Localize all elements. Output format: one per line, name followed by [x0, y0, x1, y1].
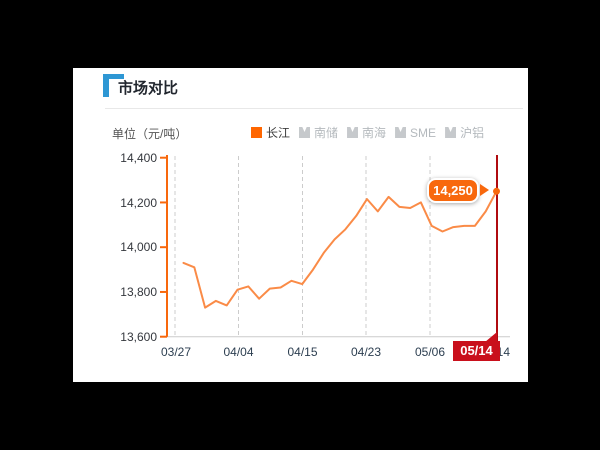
chart-legend: 长江 南储 南海 SME 沪铝 — [251, 124, 484, 141]
price-line — [182, 190, 498, 309]
x-axis-label: 04/04 — [223, 345, 254, 359]
legend-label: SME — [410, 125, 437, 140]
legend-inactive-swatch-icon — [299, 127, 311, 138]
price-chart[interactable]: 14,400 14,200 14,000 13,800 13,600 03/27… — [73, 68, 528, 382]
legend-label: 南储 — [314, 126, 339, 140]
legend-item-sme[interactable]: SME — [395, 126, 436, 140]
y-axis-label: 13,800 — [120, 285, 157, 299]
header-divider — [105, 108, 523, 109]
badge-pointer-icon — [485, 332, 497, 342]
unit-label: 单位（元/吨） — [112, 127, 188, 141]
y-axis-label: 14,400 — [120, 151, 157, 165]
highlight-date-badge: 05/14 — [453, 341, 500, 361]
legend-inactive-swatch-icon — [347, 127, 359, 138]
legend-inactive-swatch-icon — [445, 127, 457, 138]
legend-label: 南海 — [362, 126, 387, 140]
legend-item-hulv[interactable]: 沪铝 — [445, 124, 484, 141]
corner-bracket-icon — [103, 74, 124, 97]
last-price-callout: 14,250 — [427, 178, 479, 203]
legend-item-nanchu[interactable]: 南储 — [299, 124, 338, 141]
last-price-value: 14,250 — [433, 183, 473, 198]
legend-item-nanhai[interactable]: 南海 — [347, 124, 386, 141]
chart-canvas[interactable] — [73, 68, 528, 382]
legend-label: 长江 — [266, 126, 291, 140]
legend-active-swatch-icon — [251, 127, 262, 138]
highlight-date: 05/14 — [460, 343, 493, 358]
legend-inactive-swatch-icon — [395, 127, 407, 138]
y-axis-label: 14,000 — [120, 240, 157, 254]
x-axis-label: 04/15 — [287, 345, 318, 359]
legend-label: 沪铝 — [460, 126, 485, 140]
x-axis-label: 03/27 — [160, 345, 192, 359]
y-axis-label: 14,200 — [120, 196, 157, 210]
card-title: 市场对比 — [118, 80, 179, 97]
callout-pointer-icon — [480, 184, 489, 196]
x-axis-label: 05/06 — [414, 345, 446, 359]
market-comparison-card: 市场对比 单位（元/吨） 长江 南储 南海 SME 沪铝 14,400 14,2… — [73, 68, 528, 382]
legend-item-changjiang[interactable]: 长江 — [251, 124, 290, 141]
last-point-dot — [493, 187, 500, 195]
y-axis-label: 13,600 — [120, 330, 157, 344]
x-axis-label: 04/23 — [350, 345, 382, 359]
